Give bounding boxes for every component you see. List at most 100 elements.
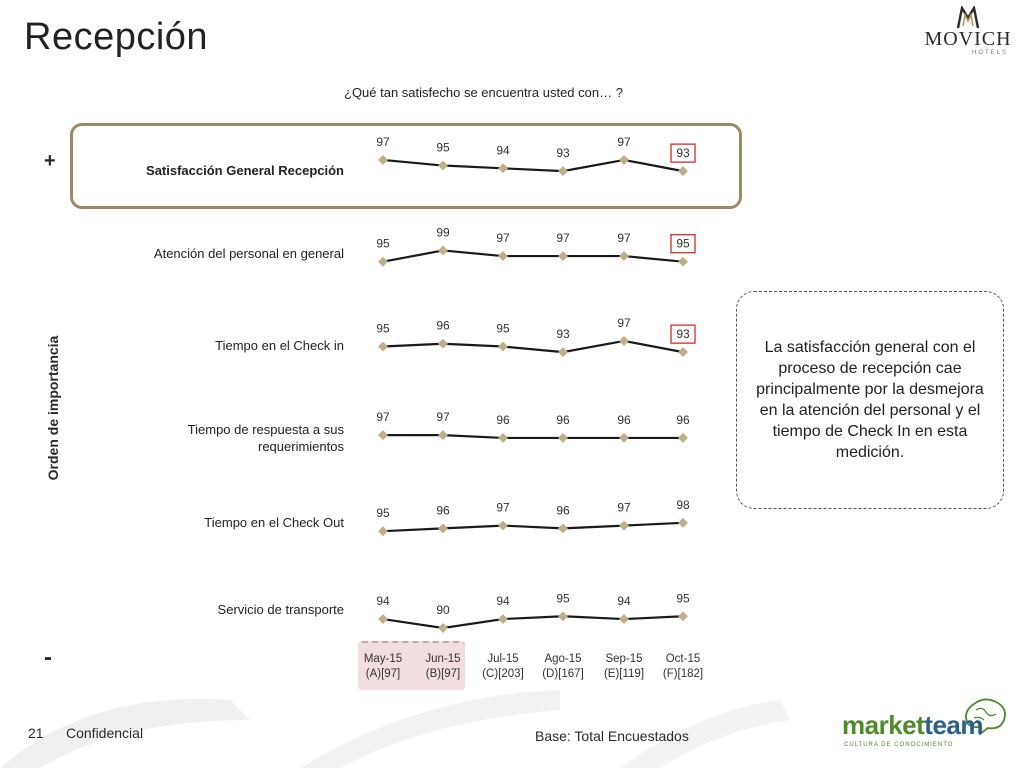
series-line-1 xyxy=(382,249,684,263)
period-base-5: (F)[182] xyxy=(662,668,704,680)
data-label-2-0: 95 xyxy=(376,322,390,336)
period-2: Jul-15 (C)[203] xyxy=(468,652,538,682)
period-base-0: (A)[97] xyxy=(365,668,401,680)
period-label-3: Ago-15 xyxy=(544,653,582,665)
data-label-3-5: 96 xyxy=(676,413,690,427)
data-label-1-1: 99 xyxy=(436,225,450,239)
data-point-2-2 xyxy=(498,341,508,352)
period-5: Oct-15 (F)[182] xyxy=(648,652,718,682)
data-label-1-3: 97 xyxy=(556,231,570,245)
data-point-5-1 xyxy=(438,623,448,633)
data-point-4-2 xyxy=(498,520,508,531)
axis-top-marker: + xyxy=(44,150,56,172)
page-number: 21 xyxy=(28,725,44,741)
data-label-3-2: 96 xyxy=(496,413,510,427)
data-point-4-1 xyxy=(438,523,448,534)
data-label-5-3: 95 xyxy=(556,591,570,605)
data-point-1-2 xyxy=(498,251,508,262)
insight-text: La satisfacción general con el proceso d… xyxy=(756,339,984,461)
survey-question: ¿Qué tan satisfecho se encuentra usted c… xyxy=(344,85,623,100)
series-line-2 xyxy=(382,339,684,354)
data-point-5-3 xyxy=(558,611,568,622)
data-point-1-1 xyxy=(438,245,448,256)
data-point-2-3 xyxy=(558,347,568,358)
movich-m-icon xyxy=(956,6,980,29)
flag-box-1 xyxy=(670,233,696,254)
data-point-2-4 xyxy=(619,335,629,346)
period-label-2: Jul-15 xyxy=(487,653,519,665)
background-decoration xyxy=(0,690,790,768)
data-label-5-1: 90 xyxy=(436,603,450,617)
data-point-3-2 xyxy=(498,432,508,443)
data-point-2-0 xyxy=(378,341,388,352)
row-label-4: Tiempo en el Check Out xyxy=(204,515,344,530)
data-point-5-2 xyxy=(498,614,508,625)
marketteam-logo: marketteam CULTURA DE CONOCIMIENTO xyxy=(842,696,1012,754)
axis-bottom-marker: - xyxy=(44,644,52,671)
data-label-4-1: 96 xyxy=(436,503,450,517)
data-label-4-0: 95 xyxy=(376,506,390,520)
period-label-4: Sep-15 xyxy=(605,653,643,665)
flag-box-2 xyxy=(670,324,696,344)
data-label-1-2: 97 xyxy=(496,231,510,245)
data-point-4-4 xyxy=(619,520,629,531)
period-3: Ago-15 (D)[167] xyxy=(528,652,598,682)
data-label-5-5: 95 xyxy=(676,591,690,605)
general-satisfaction-highlight xyxy=(70,123,742,209)
period-label-0: May-15 xyxy=(363,653,403,665)
period-base-3: (D)[167] xyxy=(542,668,584,680)
period-4: Sep-15 (E)[119] xyxy=(589,652,659,682)
movich-brand: MOVICH xyxy=(924,28,1012,50)
data-label-3-1: 97 xyxy=(436,410,450,424)
data-label-2-2: 95 xyxy=(496,322,510,336)
movich-logo: MOVICH HOTELS xyxy=(920,6,1016,56)
series-line-3 xyxy=(383,434,683,440)
data-label-5-2: 94 xyxy=(496,594,510,608)
data-label-1-5: 95 xyxy=(676,237,690,251)
base-note: Base: Total Encuestados xyxy=(535,728,689,744)
row-label-1: Atención del personal en general xyxy=(153,246,344,261)
data-label-2-5: 93 xyxy=(676,327,690,341)
marketteam-part-b: team xyxy=(924,710,983,740)
data-label-4-3: 96 xyxy=(556,503,570,517)
row-label-2: Tiempo en el Check in xyxy=(215,338,344,353)
data-point-1-3 xyxy=(558,251,568,262)
period-base-2: (C)[203] xyxy=(482,668,524,680)
marketteam-wordmark: marketteam xyxy=(842,710,983,741)
data-point-1-5 xyxy=(678,256,688,267)
data-label-4-4: 97 xyxy=(617,501,631,515)
row-label-5: Servicio de transporte xyxy=(217,602,344,617)
data-point-5-0 xyxy=(378,614,388,625)
data-point-5-5 xyxy=(678,611,688,622)
period-label-1: Jun-15 xyxy=(425,653,461,665)
data-label-5-0: 94 xyxy=(376,594,390,608)
series-line-5 xyxy=(382,615,684,630)
confidential-label: Confidencial xyxy=(66,725,144,741)
data-label-2-1: 96 xyxy=(436,319,450,333)
period-base-4: (E)[119] xyxy=(603,668,645,680)
data-label-3-4: 96 xyxy=(617,413,631,427)
data-point-4-3 xyxy=(558,523,568,534)
importance-axis-title: Orden de importancia xyxy=(45,335,61,481)
data-point-2-5 xyxy=(678,347,688,358)
data-label-2-4: 97 xyxy=(617,316,631,330)
data-label-4-5: 98 xyxy=(676,498,690,512)
data-point-3-5 xyxy=(678,432,688,443)
data-point-1-4 xyxy=(619,251,629,262)
movich-sub: HOTELS xyxy=(971,50,1008,56)
data-label-4-2: 97 xyxy=(496,501,510,515)
data-label-1-0: 95 xyxy=(376,237,390,251)
data-point-3-4 xyxy=(619,432,629,443)
data-point-4-0 xyxy=(378,526,388,537)
data-point-1-0 xyxy=(378,256,388,267)
data-point-5-4 xyxy=(619,614,629,625)
marketteam-tagline: CULTURA DE CONOCIMIENTO xyxy=(844,742,954,748)
data-label-2-3: 93 xyxy=(556,327,570,341)
brain-icon xyxy=(965,698,1006,736)
period-1: Jun-15 (B)[97] xyxy=(408,652,478,682)
data-label-3-0: 97 xyxy=(376,410,390,424)
data-label-5-4: 94 xyxy=(617,594,631,608)
row-label-0: Satisfacción General Recepción xyxy=(146,163,344,178)
data-point-4-5 xyxy=(678,517,688,528)
data-label-3-3: 96 xyxy=(556,413,570,427)
